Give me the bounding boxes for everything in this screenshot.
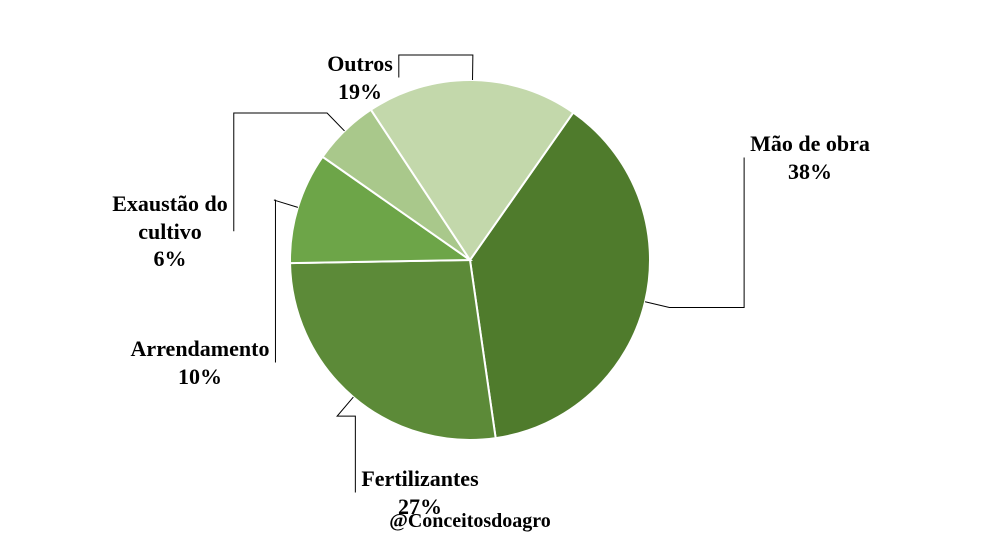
footer-text: @Conceitosdoagro (389, 510, 551, 533)
leader-line (645, 158, 744, 308)
pie-slice (290, 260, 496, 440)
slice-label: Mão de obra 38% (750, 130, 870, 185)
leader-line (337, 397, 355, 492)
pie-svg (0, 0, 982, 552)
slice-label: Exaustão do cultivo 6% (112, 190, 228, 273)
pie-chart: Mão de obra 38%Fertilizantes 27%Arrendam… (0, 0, 982, 552)
slice-label: Outros 19% (327, 50, 393, 105)
leader-line (399, 55, 473, 80)
slice-label: Arrendamento 10% (131, 335, 270, 390)
